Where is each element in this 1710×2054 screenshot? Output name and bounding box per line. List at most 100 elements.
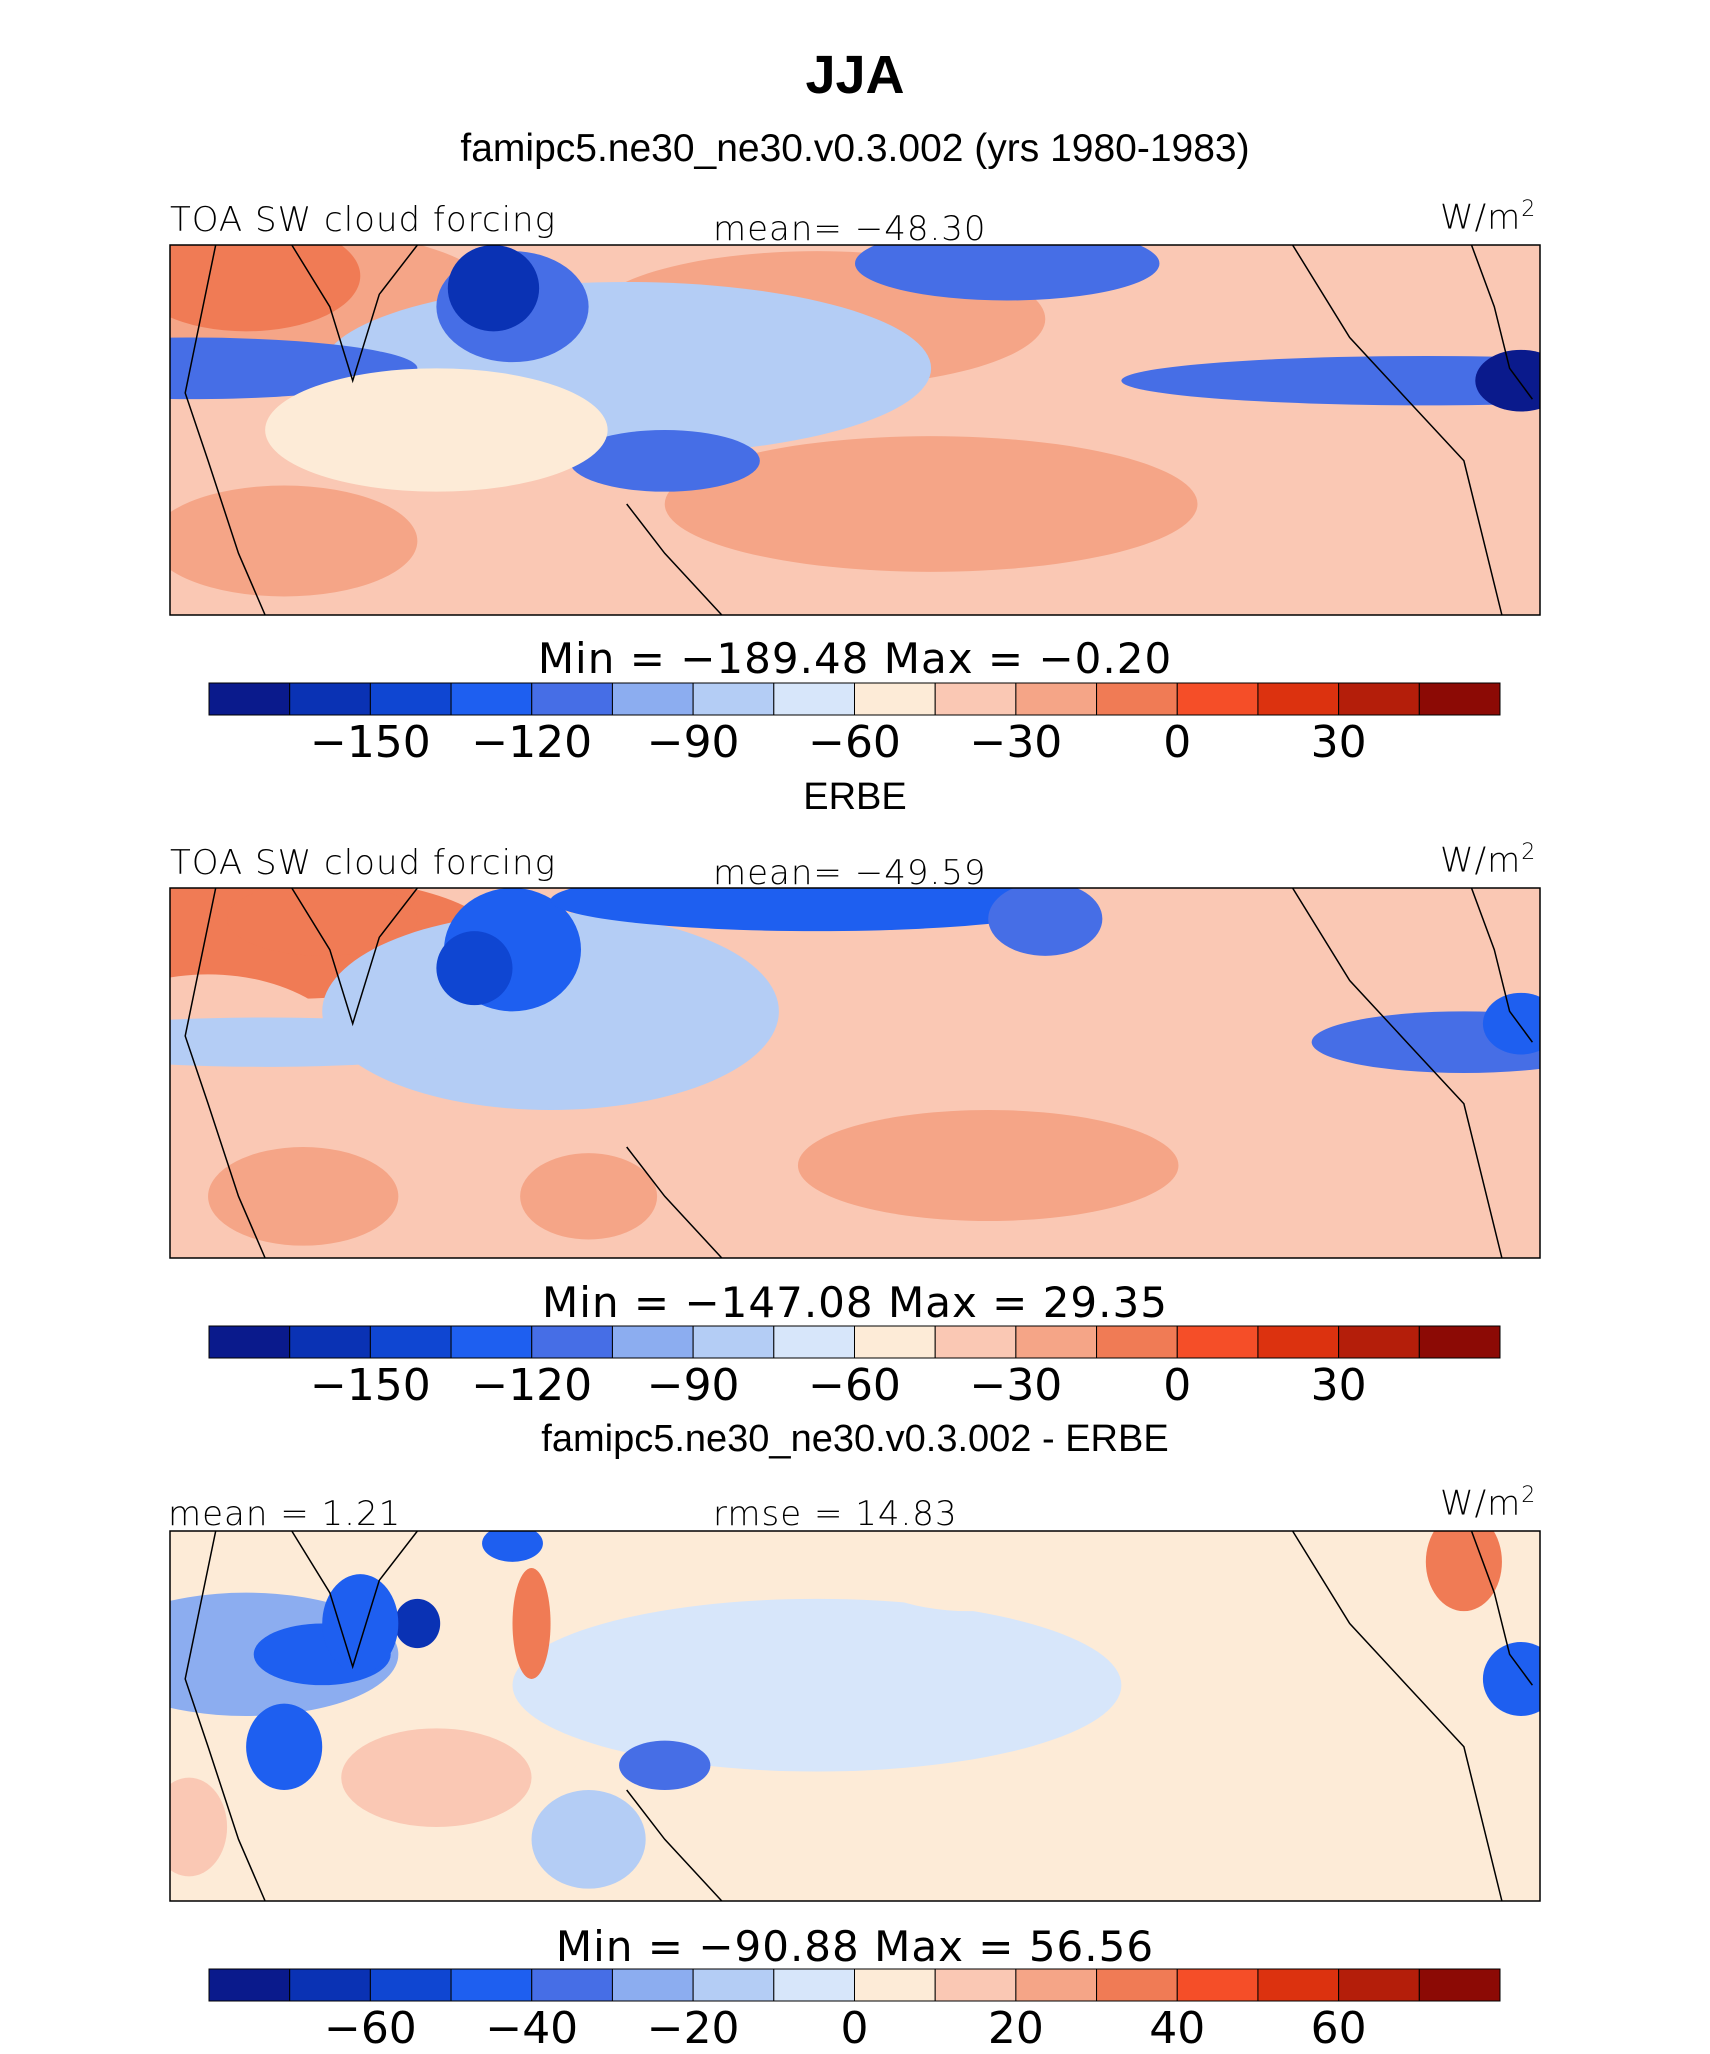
contour-region xyxy=(512,1568,551,1679)
contour-region xyxy=(1121,356,1540,406)
contour-region xyxy=(1475,349,1540,412)
contour-region xyxy=(170,485,418,597)
contour-region xyxy=(322,912,779,1110)
contour-region xyxy=(394,1598,441,1649)
colorbar-cell xyxy=(369,1325,452,1359)
colorbar-cell xyxy=(1257,682,1340,716)
panel3-left-label: mean = 1.21 xyxy=(168,1494,402,1534)
colorbar-tick-label: −90 xyxy=(646,717,740,768)
coastline xyxy=(1291,888,1503,1258)
coastline xyxy=(291,1531,418,1670)
colorbar-cell xyxy=(934,1325,1017,1359)
colorbar-tick-label: 0 xyxy=(840,2003,869,2054)
coastline xyxy=(626,1146,723,1258)
contour-region xyxy=(797,1110,1179,1221)
contour-region xyxy=(520,1153,658,1240)
colorbar-tick-label: −30 xyxy=(969,717,1063,768)
colorbar-cell xyxy=(611,1325,694,1359)
coastline xyxy=(1291,245,1503,615)
contour-region xyxy=(855,1531,1084,1612)
panel3-center-label: rmse = 14.83 xyxy=(713,1494,958,1534)
coastline xyxy=(291,245,418,384)
colorbar-cell xyxy=(369,1968,452,2002)
contour-region xyxy=(455,497,646,609)
coastline xyxy=(184,888,266,1258)
colorbar-cell xyxy=(531,1325,613,1359)
colorbar-tick-label: 60 xyxy=(1310,2003,1367,2054)
colorbar-tick-label: 30 xyxy=(1310,1360,1367,1411)
colorbar-cell xyxy=(1096,1325,1178,1359)
panel3-minmax: Min = −90.88 Max = 56.56 xyxy=(555,1922,1155,1971)
colorbar-cell xyxy=(934,682,1017,716)
colorbar-tick-label: −60 xyxy=(808,1360,901,1411)
panel2-minmax: Min = −147.08 Max = 29.35 xyxy=(542,1278,1168,1327)
colorbar-cell xyxy=(289,1968,371,2002)
contour-region xyxy=(1425,1531,1502,1612)
coastline xyxy=(291,888,418,1027)
colorbar-tick-label: 20 xyxy=(987,2003,1044,2054)
colorbar-cell xyxy=(934,1968,1017,2002)
colorbar-cell xyxy=(1015,1968,1098,2002)
coastline xyxy=(1470,1531,1534,1686)
coastline xyxy=(184,245,266,615)
contour-region xyxy=(1311,1011,1540,1073)
colorbar-tick-label: −120 xyxy=(471,717,593,768)
colorbar-cell xyxy=(450,682,533,716)
colorbar-cell xyxy=(289,682,371,716)
colorbar-cell xyxy=(450,1325,533,1359)
contour-region xyxy=(447,245,540,332)
contour-region xyxy=(482,1531,543,1562)
colorbar-cell xyxy=(773,1325,855,1359)
colorbar-cell xyxy=(692,1968,775,2002)
contour-region xyxy=(569,430,760,492)
colorbar-tick-label: 0 xyxy=(1163,717,1192,768)
colorbar-cell xyxy=(854,682,936,716)
colorbar-cell xyxy=(1096,682,1178,716)
colorbar-cell xyxy=(1338,1325,1420,1359)
colorbar-cell xyxy=(1257,1968,1340,2002)
colorbar-cell xyxy=(369,682,452,716)
colorbar-cell xyxy=(1418,1325,1501,1359)
panel2-center-label: mean= −49.59 xyxy=(713,853,987,893)
figure-title: JJA xyxy=(805,45,905,105)
panel2-left-label: TOA SW cloud forcing xyxy=(170,843,556,883)
colorbar-cell xyxy=(1015,1325,1098,1359)
coastline xyxy=(626,1789,723,1901)
contour-region xyxy=(170,1777,228,1877)
colorbar-cell xyxy=(692,682,775,716)
colorbar-cell xyxy=(692,1325,775,1359)
contour-region xyxy=(1482,1642,1540,1716)
panel3-title: famipc5.ne30_ne30.v0.3.002 - ERBE xyxy=(541,1418,1169,1460)
colorbar-cell xyxy=(208,682,291,716)
coastline xyxy=(184,1531,266,1901)
contour-region xyxy=(550,888,1084,932)
colorbar-cell xyxy=(611,1968,694,2002)
colorbar-cell xyxy=(1096,1968,1178,2002)
contour-region xyxy=(619,1740,711,1791)
contour-region xyxy=(531,1790,646,1889)
colorbar-cell xyxy=(854,1968,936,2002)
contour-region xyxy=(265,368,608,492)
colorbar-cell xyxy=(289,1325,371,1359)
contour-region xyxy=(170,1017,494,1067)
contour-region xyxy=(170,974,361,1172)
colorbar-tick-label: −150 xyxy=(309,1360,431,1411)
colorbar-tick-label: 40 xyxy=(1149,2003,1206,2054)
contour-region xyxy=(322,1574,399,1673)
panel1-units: W/m2 xyxy=(1440,197,1537,238)
contour-region xyxy=(512,1598,1122,1772)
coastline xyxy=(626,503,723,615)
panel1-center-label: mean= −48.30 xyxy=(713,209,987,249)
colorbar-tick-label: 30 xyxy=(1310,717,1367,768)
map-frame xyxy=(169,1530,1541,1902)
colorbar-cell xyxy=(208,1325,291,1359)
contour-region xyxy=(170,245,361,332)
colorbar-cell xyxy=(1338,1968,1420,2002)
colorbar-cell xyxy=(1418,682,1501,716)
colorbar-cell xyxy=(1418,1968,1501,2002)
colorbar-cell xyxy=(611,682,694,716)
colorbar-cell xyxy=(1176,1968,1259,2002)
colorbar-cell xyxy=(773,1968,855,2002)
panel3-map xyxy=(170,1531,1540,1901)
colorbar-tick-label: −120 xyxy=(471,1360,593,1411)
